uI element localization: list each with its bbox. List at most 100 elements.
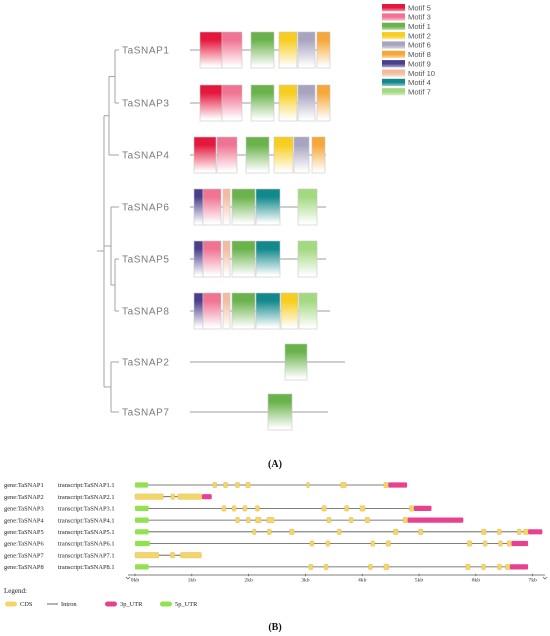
gene-structure-row: gene:TaSNAP2 transcript:TaSNAP2.1 — [4, 493, 212, 501]
cds-block — [223, 482, 228, 488]
motif-box-7 — [298, 292, 318, 330]
taxon-label: TaSNAP1 — [122, 46, 170, 57]
legend-label-motif-6: Motif 6 — [408, 41, 431, 50]
cds-block — [467, 540, 472, 547]
transcript-label: transcript:TaSNAP4.1 — [58, 517, 115, 524]
utr5-block — [135, 517, 149, 523]
legend-swatch-motif-2 — [382, 32, 405, 40]
motif-box-5 — [199, 31, 223, 69]
motif-box-1 — [267, 393, 293, 431]
motif-box-4 — [255, 188, 281, 226]
axis-start-mark — [125, 576, 131, 580]
legend-item-motif-1: Motif 1 — [382, 22, 431, 31]
taxon-label: TaSNAP7 — [122, 408, 170, 419]
motif-box-1 — [231, 188, 256, 226]
gene-structure-rows: gene:TaSNAP1 transcript:TaSNAP1.1 gene:TaS… — [4, 482, 543, 571]
legend-swatch-5p-utr — [160, 601, 172, 607]
cds-block — [497, 528, 502, 535]
legend-label-motif-2: Motif 2 — [408, 31, 431, 40]
legend-item-motif-10: Motif 10 — [382, 69, 435, 78]
motif-row-tasnap6: TaSNAP6 — [122, 188, 326, 226]
cds-block — [308, 563, 313, 570]
cds-block — [481, 528, 487, 535]
utr3-block — [202, 494, 212, 500]
cds-block — [306, 482, 310, 488]
cds-block — [368, 563, 373, 570]
cds-block — [465, 563, 471, 570]
cds-block — [289, 528, 295, 535]
legend-swatch-motif-5 — [382, 4, 405, 12]
utr3-block — [528, 529, 543, 535]
kb-axis: 0kb 1kb 2kb 3kb 4kb 5kb 6kb 7kb — [125, 573, 548, 584]
taxon-label: TaSNAP5 — [122, 255, 170, 266]
gene-structure-row: gene:TaSNAP1 transcript:TaSNAP1.1 — [4, 482, 408, 489]
motif-box-2 — [278, 84, 298, 122]
cds-block — [266, 517, 275, 524]
gene-label: gene:TaSNAP4 — [4, 517, 44, 524]
axis-tick-label: 0kb — [131, 578, 140, 584]
gene-structure-row: gene:TaSNAP3 transcript:TaSNAP3.1 — [4, 505, 432, 513]
motif-box-8 — [316, 84, 331, 122]
cds-block — [326, 517, 332, 524]
motif-box-3 — [202, 292, 222, 330]
utr5-block — [135, 529, 149, 535]
transcript-label: transcript:TaSNAP6.1 — [58, 541, 115, 548]
legend-swatch-motif-7 — [382, 88, 405, 96]
motif-box-4 — [255, 292, 281, 330]
transcript-label: transcript:TaSNAP2.1 — [58, 494, 115, 501]
axis-tick-label: 1kb — [188, 578, 197, 584]
motif-row-tasnap4: TaSNAP4 — [122, 136, 326, 174]
cds-block — [523, 528, 529, 535]
cds-block — [321, 505, 327, 512]
transcript-label: transcript:TaSNAP3.1 — [58, 506, 115, 513]
gene-label: gene:TaSNAP3 — [4, 506, 44, 513]
legend-label-motif-1: Motif 1 — [408, 22, 431, 31]
legend-title: Legend: — [4, 587, 27, 595]
motif-box-2 — [280, 292, 299, 330]
cds-block — [393, 528, 399, 535]
motif-box-8 — [316, 31, 331, 69]
transcript-label: transcript:TaSNAP1.1 — [58, 482, 115, 489]
motif-box-10 — [222, 240, 231, 278]
motif-box-3 — [221, 84, 243, 122]
gene-label: gene:TaSNAP5 — [4, 529, 44, 536]
motif-box-1 — [231, 240, 256, 278]
utr3-block — [511, 540, 529, 547]
motif-box-3 — [221, 31, 243, 69]
motif-box-1 — [250, 31, 275, 69]
utr3-block — [407, 517, 464, 523]
motif-row-tasnap8: TaSNAP8 — [122, 292, 330, 330]
cds-block — [255, 517, 262, 524]
cds-block — [245, 482, 251, 488]
phylogenetic-tree — [97, 49, 119, 413]
cds-block — [409, 505, 415, 512]
utr5-block — [135, 564, 149, 570]
legend-swatch-motif-10 — [382, 69, 405, 77]
axis-tick-label: 5kb — [415, 578, 424, 584]
panel-a: TaSNAP1 TaSNAP3 TaSNAP4 TaSNAP6 TaSNAP5 TaSNA… — [97, 3, 435, 470]
gene-structure-row: gene:TaSNAP4 transcript:TaSNAP4.1 — [4, 517, 464, 524]
motif-box-1 — [245, 136, 270, 174]
legend-swatch-motif-3 — [382, 13, 405, 21]
legend-item-motif-5: Motif 5 — [382, 3, 431, 12]
gene-structure-legend: Legend: CDS Intron 3p_UTR 5p_UTR — [4, 587, 198, 608]
gene-structure-row: gene:TaSNAP7 transcript:TaSNAP7.1 — [4, 552, 202, 559]
motif-box-9 — [193, 240, 204, 278]
motif-row-tasnap7: TaSNAP7 — [122, 393, 328, 431]
cds-block — [498, 540, 503, 547]
utr5-block — [135, 482, 149, 488]
cds-block — [402, 517, 408, 524]
cds-block — [337, 528, 342, 535]
cds-block — [383, 482, 389, 488]
motif-box-3 — [202, 240, 222, 278]
utr5-block — [135, 540, 150, 547]
cds-block — [418, 528, 424, 535]
motif-box-10 — [222, 292, 231, 330]
gene-structure-row: gene:TaSNAP5 transcript:TaSNAP5.1 — [4, 528, 543, 536]
motif-box-2 — [273, 136, 294, 174]
motif-box-1 — [284, 343, 308, 381]
cds-block — [344, 505, 349, 512]
taxon-label: TaSNAP2 — [122, 358, 170, 369]
motif-box-3 — [216, 136, 238, 174]
motif-box-5 — [199, 84, 223, 122]
